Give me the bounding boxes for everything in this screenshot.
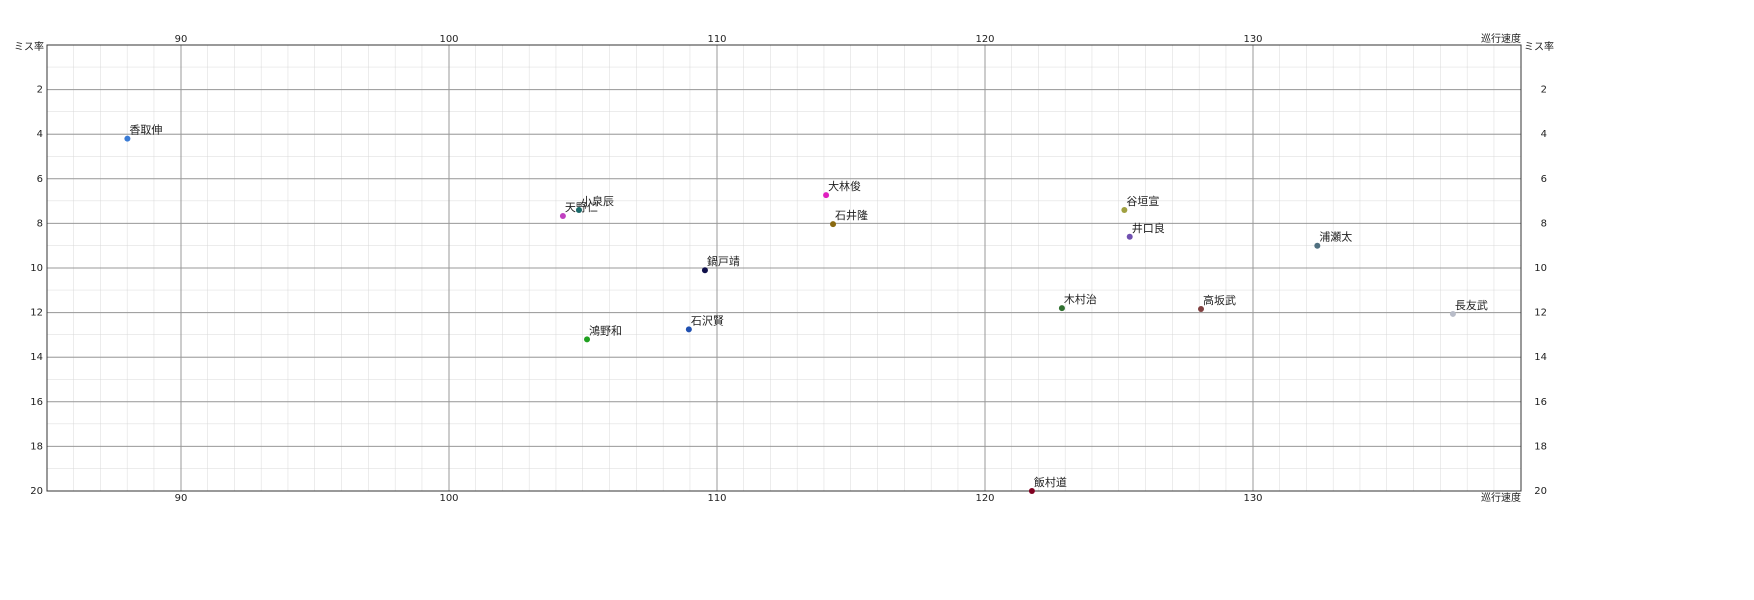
x-tick-label: 90 (175, 493, 188, 504)
point (1121, 207, 1128, 214)
y-tick-label: 14 (30, 352, 43, 363)
point (830, 221, 837, 228)
y-tick-label: 20 (30, 486, 43, 497)
y-tick-label: 10 (30, 263, 43, 274)
point-label: 井口良 (1132, 221, 1165, 235)
point (575, 207, 582, 214)
point-label: 長友武 (1455, 298, 1488, 312)
point (1449, 310, 1456, 317)
y-tick-label: 12 (1534, 308, 1547, 319)
y-tick-label: 16 (1534, 397, 1547, 408)
point (1314, 242, 1321, 249)
point-label: 天野仁 (565, 201, 598, 214)
x-tick-label: 120 (975, 34, 994, 45)
x-tick-label: 90 (175, 34, 188, 45)
point (823, 192, 830, 199)
y-tick-label: 14 (1534, 352, 1547, 363)
point (1058, 305, 1065, 312)
x-tick-label: 110 (707, 34, 726, 45)
y-tick-label: 2 (37, 85, 43, 96)
point (584, 336, 591, 343)
point-label: 石井隆 (835, 208, 868, 222)
point-label: 飯村道 (1034, 475, 1067, 489)
point-label: 大林俊 (828, 179, 861, 193)
x-tick-label: 110 (707, 493, 726, 504)
point (1028, 488, 1035, 494)
y-tick-label: 20 (1534, 486, 1547, 497)
x-axis-label: 巡行速度 (1481, 491, 1521, 504)
point-label: 浦瀬太 (1319, 230, 1352, 244)
y-tick-label: 10 (1534, 263, 1547, 274)
point-label: 谷垣宣 (1126, 194, 1159, 208)
y-axis-label: ミス率 (1524, 40, 1554, 53)
point (559, 213, 566, 220)
x-tick-label: 100 (439, 493, 458, 504)
point (701, 267, 708, 274)
x-tick-label: 120 (975, 493, 994, 504)
y-tick-label: 2 (1541, 85, 1547, 96)
point-label: 高坂武 (1203, 293, 1236, 307)
y-tick-label: 16 (30, 397, 43, 408)
point (124, 135, 131, 142)
x-tick-label: 100 (439, 34, 458, 45)
point-label: 木村治 (1064, 292, 1097, 306)
point-label: 鴻野和 (589, 323, 622, 337)
point-label: 石沢賢 (691, 313, 724, 327)
y-tick-label: 12 (30, 308, 43, 319)
y-tick-label: 18 (30, 441, 43, 452)
x-axis-label: 巡行速度 (1481, 32, 1521, 45)
point-label: 小泉辰 (581, 194, 614, 208)
y-tick-label: 6 (1541, 174, 1547, 185)
y-tick-label: 8 (37, 218, 43, 229)
x-tick-label: 130 (1243, 34, 1262, 45)
plot-border (46, 44, 1522, 492)
x-tick-label: 130 (1243, 493, 1262, 504)
point (1126, 233, 1133, 240)
y-tick-label: 8 (1541, 218, 1547, 229)
y-axis-label: ミス率 (14, 40, 44, 53)
point-label: 鍋戸靖 (707, 254, 740, 268)
y-tick-label: 4 (37, 129, 43, 140)
point (685, 326, 692, 333)
y-tick-label: 6 (37, 174, 43, 185)
y-tick-label: 4 (1541, 129, 1547, 140)
point (1198, 306, 1205, 313)
y-tick-label: 18 (1534, 441, 1547, 452)
point-label: 香取伸 (129, 124, 162, 137)
